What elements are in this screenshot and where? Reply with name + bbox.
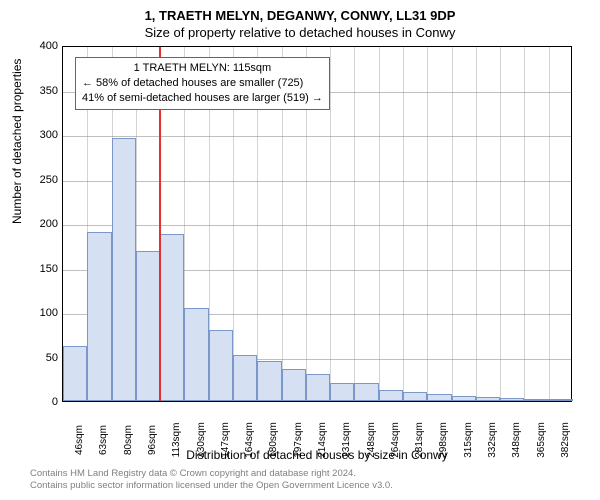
x-tick-label: 96sqm <box>147 425 158 455</box>
gridline-v <box>354 47 355 401</box>
chart-container: 1, TRAETH MELYN, DEGANWY, CONWY, LL31 9D… <box>0 0 600 500</box>
gridline-h <box>63 181 571 182</box>
gridline-v <box>549 47 550 401</box>
gridline-h <box>63 136 571 137</box>
x-tick-label: 180sqm <box>268 422 279 458</box>
histogram-bar <box>282 369 306 401</box>
histogram-bar <box>330 383 354 401</box>
x-tick-label: 281sqm <box>414 422 425 458</box>
x-tick-label: 264sqm <box>390 422 401 458</box>
gridline-v <box>379 47 380 401</box>
gridline-v <box>476 47 477 401</box>
y-tick-label: 150 <box>18 263 58 275</box>
x-tick-label: 63sqm <box>98 425 109 455</box>
gridline-v <box>427 47 428 401</box>
histogram-bar <box>209 330 233 401</box>
histogram-bar <box>136 251 160 401</box>
x-tick-label: 248sqm <box>366 422 377 458</box>
histogram-bar <box>233 355 257 401</box>
y-tick-label: 50 <box>18 352 58 364</box>
histogram-bar <box>306 374 330 401</box>
histogram-bar <box>184 308 208 401</box>
footer-line-1: Contains HM Land Registry data © Crown c… <box>30 468 393 480</box>
x-tick-label: 348sqm <box>511 422 522 458</box>
histogram-bar <box>160 234 184 401</box>
gridline-h <box>63 225 571 226</box>
histogram-bar <box>112 138 136 401</box>
x-tick-label: 382sqm <box>560 422 571 458</box>
y-tick-label: 400 <box>18 40 58 52</box>
y-tick-label: 200 <box>18 218 58 230</box>
histogram-bar <box>403 392 427 401</box>
histogram-bar <box>500 398 524 401</box>
gridline-v <box>330 47 331 401</box>
histogram-bar <box>63 346 87 401</box>
chart-title-sub: Size of property relative to detached ho… <box>0 23 600 40</box>
x-tick-label: 80sqm <box>123 425 134 455</box>
y-axis-label: Number of detached properties <box>10 59 24 224</box>
info-box: 1 TRAETH MELYN: 115sqm ← 58% of detached… <box>75 57 330 110</box>
x-tick-label: 130sqm <box>196 422 207 458</box>
x-tick-label: 46sqm <box>74 425 85 455</box>
x-tick-label: 298sqm <box>438 422 449 458</box>
x-tick-label: 164sqm <box>244 422 255 458</box>
y-tick-label: 350 <box>18 85 58 97</box>
info-line-1: 1 TRAETH MELYN: 115sqm <box>82 61 323 76</box>
info-line-2: ← 58% of detached houses are smaller (72… <box>82 76 323 91</box>
plot-area: 1 TRAETH MELYN: 115sqm ← 58% of detached… <box>62 46 572 402</box>
histogram-bar <box>427 394 451 401</box>
x-tick-label: 332sqm <box>487 422 498 458</box>
x-tick-label: 113sqm <box>171 423 182 458</box>
footer-attribution: Contains HM Land Registry data © Crown c… <box>30 468 393 492</box>
gridline-v <box>524 47 525 401</box>
histogram-bar <box>354 383 378 401</box>
x-tick-label: 147sqm <box>220 422 231 458</box>
y-tick-label: 250 <box>18 174 58 186</box>
x-tick-label: 231sqm <box>341 422 352 458</box>
y-tick-label: 100 <box>18 307 58 319</box>
x-tick-label: 315sqm <box>463 422 474 458</box>
histogram-bar <box>452 396 476 401</box>
info-line-3: 41% of semi-detached houses are larger (… <box>82 91 323 106</box>
gridline-v <box>452 47 453 401</box>
gridline-v <box>403 47 404 401</box>
histogram-bar <box>379 390 403 401</box>
histogram-bar <box>524 399 548 401</box>
gridline-v <box>500 47 501 401</box>
footer-line-2: Contains public sector information licen… <box>30 480 393 492</box>
x-tick-label: 365sqm <box>536 422 547 458</box>
histogram-bar <box>549 399 573 401</box>
y-tick-label: 0 <box>18 396 58 408</box>
chart-title-main: 1, TRAETH MELYN, DEGANWY, CONWY, LL31 9D… <box>0 0 600 23</box>
x-tick-label: 197sqm <box>293 422 304 458</box>
y-tick-label: 300 <box>18 129 58 141</box>
histogram-bar <box>257 361 281 401</box>
x-tick-label: 214sqm <box>317 422 328 458</box>
histogram-bar <box>476 397 500 401</box>
histogram-bar <box>87 232 111 401</box>
